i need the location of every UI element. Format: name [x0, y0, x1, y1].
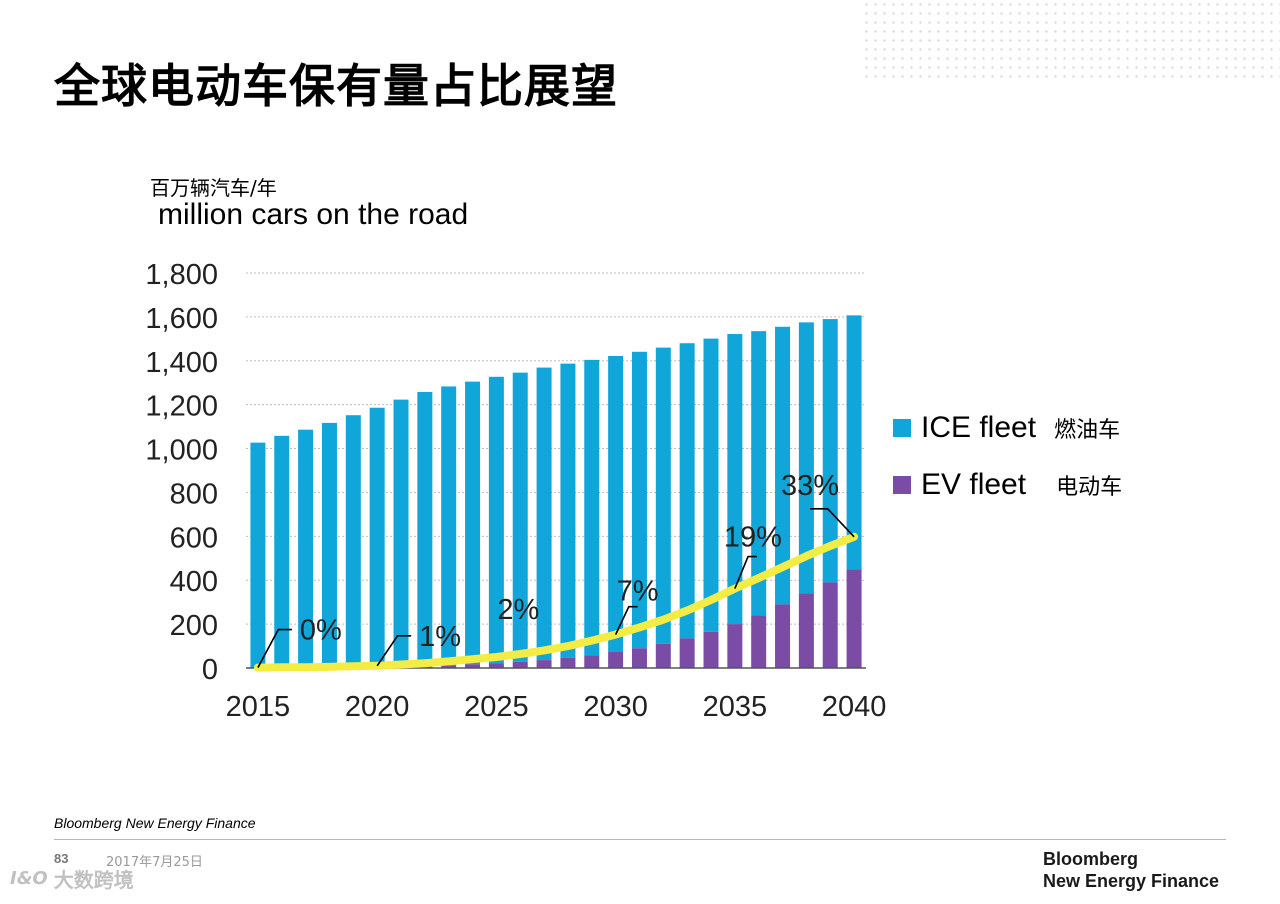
legend-label-ice-cn: 燃油车	[1054, 418, 1121, 443]
annotation-label: 1%	[419, 621, 461, 653]
bar-ice	[369, 407, 385, 667]
bar-ice	[417, 391, 433, 666]
bar-ice	[274, 435, 290, 668]
bar-ice	[250, 442, 266, 668]
bar-ice	[465, 381, 481, 665]
y-tick-label: 0	[202, 654, 218, 686]
brand-logo: Bloomberg New Energy Finance	[1043, 848, 1219, 892]
bar-ice	[512, 372, 528, 662]
annotation-callout-line	[614, 605, 638, 635]
y-tick-label: 600	[170, 522, 218, 554]
y-tick-label: 1,000	[145, 435, 218, 467]
bar-ice	[584, 359, 600, 656]
legend-label-ev-cn: 电动车	[1056, 475, 1123, 500]
bar-ice	[846, 315, 862, 570]
bar-ev	[798, 593, 814, 668]
bar-ev	[631, 648, 647, 668]
x-tick-label: 2030	[583, 691, 648, 723]
bar-ice	[631, 351, 647, 649]
x-tick-label: 2015	[226, 691, 291, 723]
ev-share-line	[253, 532, 859, 672]
bar-ice	[441, 386, 457, 666]
bar-ice	[393, 399, 409, 667]
bar-ev	[512, 661, 528, 668]
bar-ice	[608, 355, 624, 652]
bar-ev	[465, 664, 481, 668]
y-unit-label-cn: 百万辆汽车/年	[150, 176, 277, 200]
y-tick-label: 800	[170, 478, 218, 510]
y-tick-label: 1,600	[145, 303, 218, 335]
bar-ice	[727, 334, 743, 625]
y-tick-label: 200	[170, 610, 218, 642]
annotation-callout-line	[376, 635, 412, 667]
page-number: 83	[54, 851, 69, 866]
dot-pattern-decoration	[862, 0, 1280, 82]
bar-ev	[441, 665, 457, 668]
footer-date: 2017年7月25日	[106, 855, 203, 870]
bar-ice	[798, 322, 814, 594]
x-tick-label: 2035	[703, 691, 768, 723]
bar-ice	[321, 422, 337, 668]
bar-ev	[727, 624, 743, 668]
brand-line-2: New Energy Finance	[1043, 871, 1220, 891]
annotation-callout-line	[810, 507, 855, 538]
bar-ev	[775, 604, 791, 668]
x-tick-label: 2025	[464, 691, 529, 723]
bar-ice	[775, 326, 791, 605]
annotation-label: 0%	[300, 615, 342, 647]
bar-ev	[608, 651, 624, 668]
annotation-label: 33%	[781, 470, 839, 502]
bar-ice	[751, 331, 767, 616]
bar-ev	[655, 643, 671, 668]
bar-ice	[536, 367, 552, 661]
watermark-logo: I&O	[10, 868, 48, 889]
watermark: I&O 大数跨境	[10, 864, 134, 893]
bar-ev	[536, 660, 552, 668]
bar-ev	[822, 582, 838, 668]
bar-ev	[846, 569, 862, 668]
annotation-label: 7%	[617, 576, 659, 608]
annotation-callout-line	[257, 628, 292, 668]
source-note: Bloomberg New Energy Finance	[54, 815, 256, 831]
legend-label-ev: EV fleet	[921, 468, 1027, 501]
bar-ev	[488, 663, 504, 668]
legend-swatch-ice	[893, 419, 911, 437]
brand-line-1: Bloomberg	[1043, 849, 1139, 869]
bar-ice	[488, 376, 504, 664]
bar-ice	[298, 429, 314, 668]
page-title: 全球电动车保有量占比展望	[54, 59, 618, 113]
bar-ev	[751, 615, 767, 668]
bar-ev	[703, 631, 719, 668]
y-tick-label: 1,800	[145, 259, 218, 291]
x-tick-label: 2040	[822, 691, 887, 723]
bar-ev	[560, 657, 576, 668]
watermark-text: 大数跨境	[53, 868, 134, 892]
annotation-label: 19%	[724, 522, 782, 554]
y-tick-label: 1,200	[145, 391, 218, 423]
footer-divider	[54, 839, 1226, 840]
bar-ice	[345, 415, 361, 667]
x-tick-label: 2020	[345, 691, 410, 723]
y-tick-label: 400	[170, 566, 218, 598]
legend-item-ev: EV fleet 电动车	[893, 468, 1122, 502]
annotation-label: 2%	[497, 594, 539, 626]
legend-swatch-ev	[893, 476, 911, 494]
bar-ev	[679, 638, 695, 668]
bar-ice	[679, 343, 695, 639]
legend-label-ice: ICE fleet	[921, 411, 1037, 444]
bar-ice	[703, 338, 719, 632]
bar-ice	[655, 347, 671, 644]
annotation-callout-line	[734, 555, 757, 589]
y-unit-label-en: million cars on the road	[158, 198, 469, 231]
bar-ev	[584, 655, 600, 668]
y-tick-label: 1,400	[145, 347, 218, 379]
legend-item-ice: ICE fleet 燃油车	[893, 411, 1120, 445]
bar-ice	[560, 363, 576, 658]
